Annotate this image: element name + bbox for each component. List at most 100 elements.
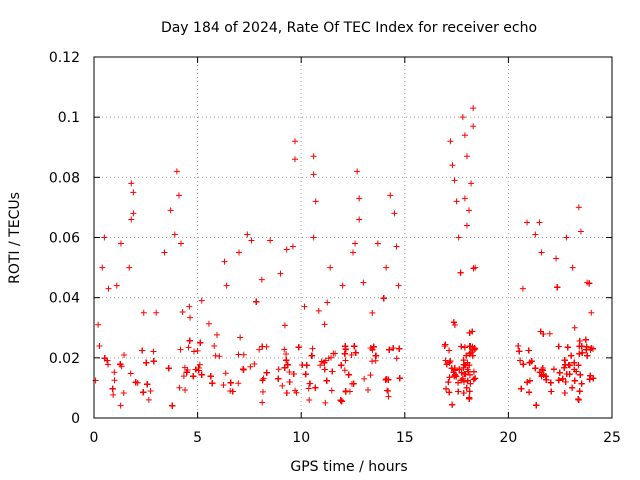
data-point <box>547 379 554 386</box>
data-point <box>289 243 296 250</box>
data-point <box>223 282 230 289</box>
y-tick-label: 0.06 <box>49 231 80 247</box>
x-tick-label: 10 <box>292 430 310 446</box>
data-point <box>145 396 152 403</box>
data-point <box>584 279 591 286</box>
data-point <box>538 249 545 256</box>
data-point <box>121 351 128 358</box>
data-point <box>191 348 198 355</box>
data-point <box>526 377 533 384</box>
data-point <box>283 350 290 357</box>
data-point <box>247 363 254 370</box>
data-point <box>321 321 328 328</box>
data-point <box>317 362 324 369</box>
data-point <box>256 346 263 353</box>
data-point <box>196 361 203 368</box>
data-point <box>548 388 555 395</box>
data-point <box>213 331 220 338</box>
data-point <box>575 362 582 369</box>
data-point <box>449 401 456 408</box>
data-point <box>550 366 557 373</box>
data-point <box>192 366 199 373</box>
data-point <box>524 379 531 386</box>
data-point <box>468 180 475 187</box>
data-point <box>571 366 578 373</box>
grid-lines <box>94 57 612 418</box>
data-point <box>466 343 473 350</box>
data-point <box>126 264 133 271</box>
data-point <box>143 359 150 366</box>
data-point <box>466 329 473 336</box>
data-point <box>295 344 302 351</box>
data-point <box>198 371 205 378</box>
data-point <box>542 373 549 380</box>
data-point <box>372 352 379 359</box>
data-point <box>457 269 464 276</box>
data-point <box>393 355 400 362</box>
data-point <box>396 345 403 352</box>
data-point <box>393 243 400 250</box>
data-point <box>546 330 553 337</box>
data-point <box>147 387 154 394</box>
data-point <box>470 105 477 112</box>
data-point <box>258 276 265 283</box>
data-point <box>205 320 212 327</box>
data-point <box>286 369 293 376</box>
data-point <box>341 367 348 374</box>
y-tick-label: 0.02 <box>49 351 80 367</box>
data-point <box>466 388 473 395</box>
data-point <box>291 156 298 163</box>
data-point <box>220 381 227 388</box>
data-point <box>150 348 157 355</box>
data-point <box>275 366 282 373</box>
data-point <box>356 195 363 202</box>
data-point <box>190 373 197 380</box>
data-point <box>443 385 450 392</box>
data-point <box>462 362 469 369</box>
data-point <box>455 234 462 241</box>
data-point <box>587 372 594 379</box>
data-point <box>244 231 251 238</box>
data-point <box>515 343 522 350</box>
data-point <box>283 246 290 253</box>
data-point <box>293 389 300 396</box>
x-tick-label: 25 <box>603 430 621 446</box>
data-point <box>327 264 334 271</box>
data-point <box>472 264 479 271</box>
data-point <box>302 371 309 378</box>
data-point <box>321 359 328 366</box>
data-point <box>459 375 466 382</box>
data-point <box>277 270 284 277</box>
data-point <box>240 366 247 373</box>
data-point <box>458 369 465 376</box>
y-tick-label: 0.08 <box>49 170 80 186</box>
data-point <box>186 303 193 310</box>
data-point <box>464 377 471 384</box>
data-point <box>177 346 184 353</box>
data-point <box>526 359 533 366</box>
data-point <box>460 390 467 397</box>
data-point <box>469 346 476 353</box>
data-point <box>577 228 584 235</box>
data-point <box>167 207 174 214</box>
data-point <box>561 364 568 371</box>
data-point <box>169 402 176 409</box>
data-point <box>466 371 473 378</box>
y-tick-label: 0.04 <box>49 291 80 307</box>
data-point <box>575 204 582 211</box>
data-point <box>445 379 452 386</box>
data-point <box>275 375 282 382</box>
data-point <box>461 132 468 139</box>
data-point <box>449 162 456 169</box>
data-point <box>323 377 330 384</box>
data-point <box>539 366 546 373</box>
data-point <box>526 389 533 396</box>
data-point <box>303 362 310 369</box>
data-point <box>571 359 578 366</box>
data-point <box>175 192 182 199</box>
data-point <box>182 387 189 394</box>
data-point <box>341 350 348 357</box>
data-point <box>590 375 597 382</box>
data-point <box>582 336 589 343</box>
data-point <box>308 352 315 359</box>
